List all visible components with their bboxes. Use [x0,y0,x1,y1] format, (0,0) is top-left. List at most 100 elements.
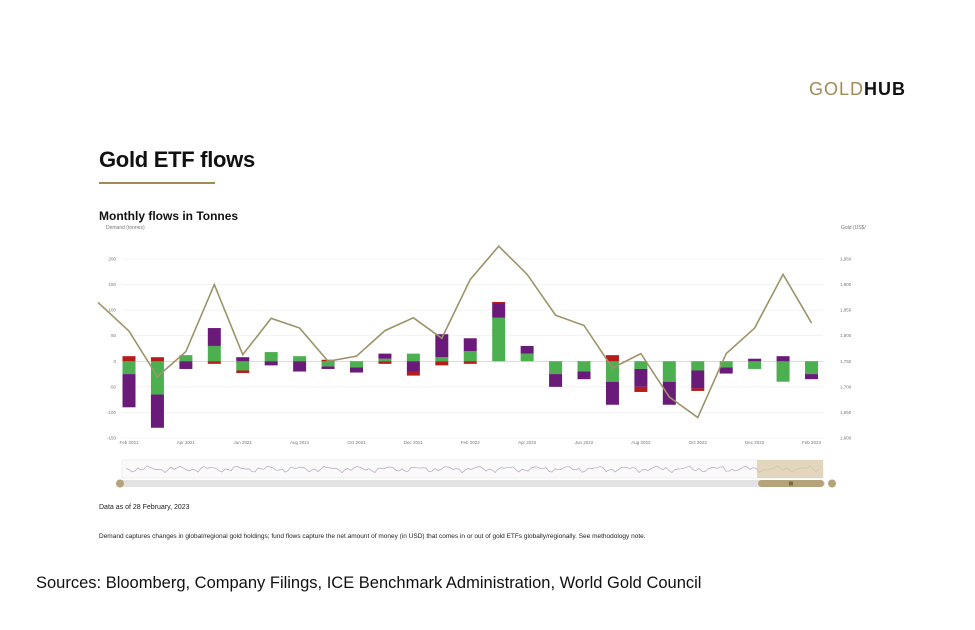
bar-segment [463,338,477,352]
chart-bars [122,301,819,428]
navigator-left-handle [116,479,124,488]
x-tick-label: Oct 2022 [689,440,708,445]
y2-tick-label: 1,700 [840,384,852,389]
x-tick-label: Jun 2022 [575,440,594,445]
x-tick-label: Dec 2021 [404,440,424,445]
y2-axis-title: Gold (US$/oz) [841,225,866,231]
bar-segment [577,361,591,372]
bar-segment [293,361,307,372]
bar-segment [719,361,733,368]
bar-segment [122,361,136,375]
y2-tick-label: 1,800 [840,333,852,338]
bar-segment [435,334,449,358]
bar-segment [719,367,733,374]
bar-segment [463,351,477,362]
x-tick-label: Aug 2021 [290,440,310,445]
bar-segment [662,361,676,382]
bar-segment [463,361,477,364]
y-tick-label: 150 [108,282,116,287]
bar-segment [492,317,506,362]
bar-segment [492,303,506,318]
y-tick-label: -50 [109,384,116,389]
bar-segment [435,357,449,362]
bar-segment [179,355,193,362]
logo-hub: HUB [864,79,907,99]
bar-segment [520,353,534,362]
bar-segment [122,374,136,408]
bar-segment [691,361,705,371]
bar-segment [406,353,420,362]
bar-segment [748,361,762,369]
bar-segment [236,370,250,374]
sources-text: Sources: Bloomberg, Company Filings, ICE… [36,574,702,592]
bar-segment [236,357,250,362]
bar-segment [293,356,307,362]
x-tick-label: Feb 2021 [119,440,139,445]
y2-tick-label: 1,750 [840,359,852,364]
bar-segment [605,361,619,382]
bar-segment [207,345,221,362]
bar-segment [577,371,591,380]
bar-segment [805,374,819,380]
bar-segment [321,366,335,369]
y2-tick-label: 1,850 [840,308,852,313]
goldhub-logo: GOLDHUB [809,79,906,100]
logo-gold: GOLD [809,79,865,99]
bar-segment [776,356,790,362]
bar-segment [321,361,335,367]
methodology-note: Demand captures changes in global/region… [99,533,646,540]
bar-segment [406,361,420,372]
x-tick-label: Aug 2022 [631,440,651,445]
bar-segment [549,374,563,387]
gold-price-series [97,245,813,419]
bar-segment [634,368,648,387]
y2-tick-label: 1,600 [840,436,852,441]
bar-segment [691,388,705,391]
y-tick-label: 50 [111,333,117,338]
y2-tick-label: 1,650 [840,410,852,415]
bar-segment [150,394,164,428]
y-axis-title: Demand (tonnes) [106,225,145,231]
x-tick-label: Oct 2021 [347,440,366,445]
bar-segment [634,386,648,392]
bar-segment [350,367,364,373]
bar-segment [549,361,563,375]
x-tick-label: Jun 2021 [233,440,252,445]
bar-segment [520,345,534,354]
navigator-grip-icon [789,481,793,486]
bar-segment [691,370,705,389]
data-date-note: Data as of 28 February, 2023 [99,504,190,511]
chart-subtitle: Monthly flows in Tonnes [99,209,239,223]
bar-segment [634,361,648,369]
bar-segment [605,355,619,362]
bar-segment [150,357,164,362]
range-navigator[interactable] [116,459,836,488]
title-underline [99,182,215,184]
x-tick-label: Feb 2023 [802,440,822,445]
bar-segment [207,328,221,346]
bar-segment [236,361,250,371]
y2-tick-label: 1,950 [840,257,852,262]
bar-segment [435,361,449,366]
bar-segment [378,361,392,364]
bar-segment [748,358,762,362]
x-tick-label: Dec 2022 [745,440,765,445]
bar-segment [122,356,136,362]
gold-price-line [97,245,813,419]
bar-segment [378,358,392,362]
bar-segment [179,361,193,369]
bar-segment [264,361,278,366]
y-tick-label: -150 [107,436,117,441]
bar-segment [264,352,278,362]
x-tick-label: Apr 2022 [518,440,537,445]
y2-tick-label: 1,900 [840,282,852,287]
bar-segment [350,361,364,368]
etf-flows-chart: -150 1,600 -100 1,650 -50 1,700 0 1,750 50 1,800 1… [97,225,866,488]
chart-axis-labels: -150 1,600 -100 1,650 -50 1,700 0 1,750 50 1,800 1… [106,225,866,445]
navigator-scrollbar-track [120,480,825,487]
bar-segment [406,371,420,376]
y-tick-label: 100 [108,308,116,313]
bar-segment [605,381,619,405]
bar-segment [492,301,506,304]
navigator-selection [757,460,823,478]
